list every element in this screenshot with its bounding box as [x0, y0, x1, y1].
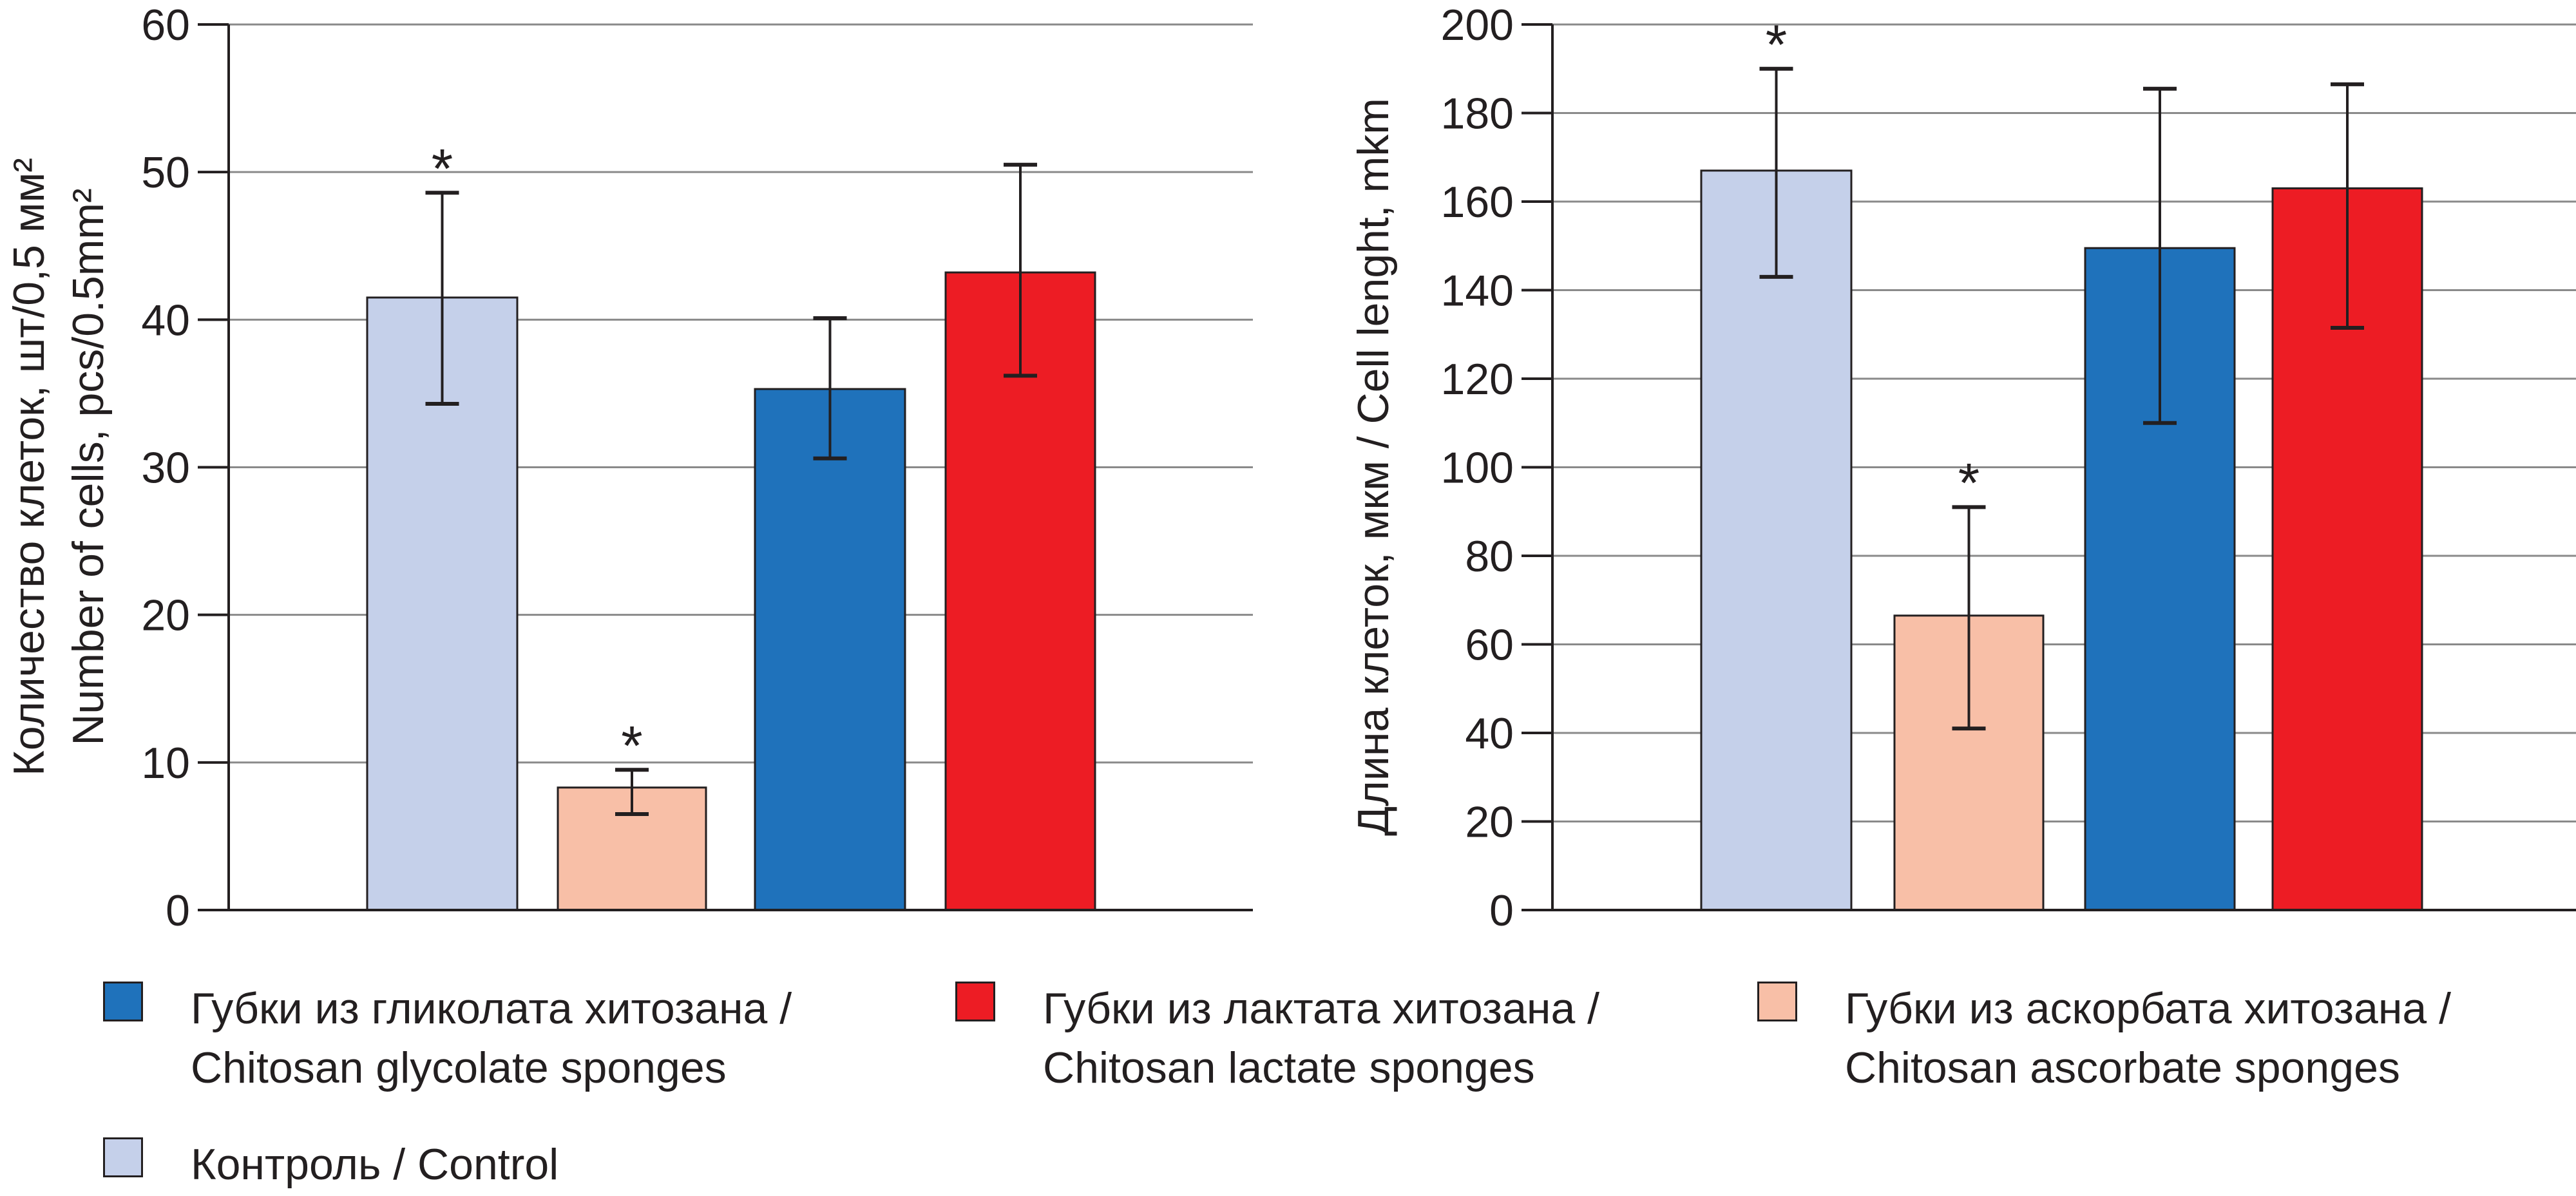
length-significance-marker: *: [1766, 14, 1787, 76]
length-y-tick-label: 100: [1441, 444, 1514, 493]
legend-label-ascorbate: Губки из аскорбата хитозана / Chitosan a…: [1845, 984, 2452, 1092]
cells-y-axis-title-english: Number of cells, pcs/0.5mm²: [64, 188, 113, 745]
legend-label-glycolate: Губки из гликолата хитозана / Chitosan g…: [191, 984, 792, 1092]
cells-y-tick-label: 60: [141, 1, 190, 50]
legend-item-glycolate: Губки из гликолата хитозана / Chitosan g…: [103, 979, 792, 1097]
legend-swatch-lactate: [955, 982, 995, 1021]
length-y-axis-title: Длина клеток, мкм / Cell lenght, mkm: [1349, 98, 1398, 836]
length-y-tick-label: 140: [1441, 267, 1514, 316]
length-y-tick-label: 120: [1441, 355, 1514, 404]
length-y-tick-label: 180: [1441, 90, 1514, 138]
cells-y-tick-label: 50: [141, 148, 190, 197]
cells-bar: [754, 388, 906, 911]
cells-y-tick-label: 10: [141, 739, 190, 788]
legend-swatch-ascorbate: [1757, 982, 1797, 1021]
legend-item-ascorbate: Губки из аскорбата хитозана / Chitosan a…: [1757, 979, 2451, 1097]
length-y-tick-label: 0: [1489, 886, 1514, 935]
length-y-tick-label: 20: [1465, 798, 1514, 847]
length-y-tick-label: 80: [1465, 532, 1514, 581]
length-bar: [1700, 169, 1853, 911]
cells-y-tick-label: 20: [141, 591, 190, 640]
length-y-tick-label: 40: [1465, 709, 1514, 758]
cells-significance-marker: *: [432, 138, 453, 200]
cells-y-tick-label: 0: [166, 886, 190, 935]
legend-item-control: Контроль / Control: [103, 1135, 558, 1194]
cells-y-tick-label: 30: [141, 444, 190, 493]
legend-swatch-control: [103, 1137, 143, 1177]
cells-significance-marker: *: [621, 715, 642, 777]
length-y-tick-label: 60: [1465, 621, 1514, 670]
cells-y-axis-title: Количество клеток, шт/0,5 мм²: [5, 158, 53, 776]
length-significance-marker: *: [1958, 452, 1980, 514]
legend-swatch-glycolate: [103, 982, 143, 1021]
legend-label-lactate: Губки из лактата хитозана / Chitosan lac…: [1043, 984, 1600, 1092]
length-y-tick-label: 160: [1441, 178, 1514, 227]
length-y-tick-label: 200: [1441, 1, 1514, 50]
legend-label-control: Контроль / Control: [191, 1140, 559, 1189]
cells-y-tick-label: 40: [141, 296, 190, 345]
legend-item-lactate: Губки из лактата хитозана / Chitosan lac…: [955, 979, 1599, 1097]
